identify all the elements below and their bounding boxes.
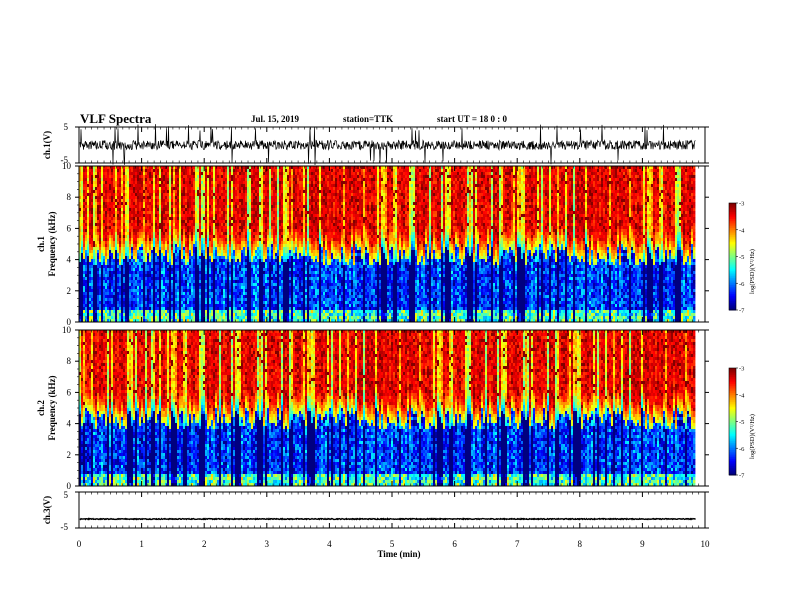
station-label: station=TTK <box>343 114 393 124</box>
start-ut-label: start UT = 18 0 : 0 <box>437 114 507 124</box>
figure-title: VLF Spectra <box>80 111 152 126</box>
ch1-waveform-ylabel: ch.1(V) <box>42 131 52 159</box>
ch1-ytick-top: 5 <box>64 122 69 132</box>
date-label: Jul. 15, 2019 <box>251 114 300 124</box>
